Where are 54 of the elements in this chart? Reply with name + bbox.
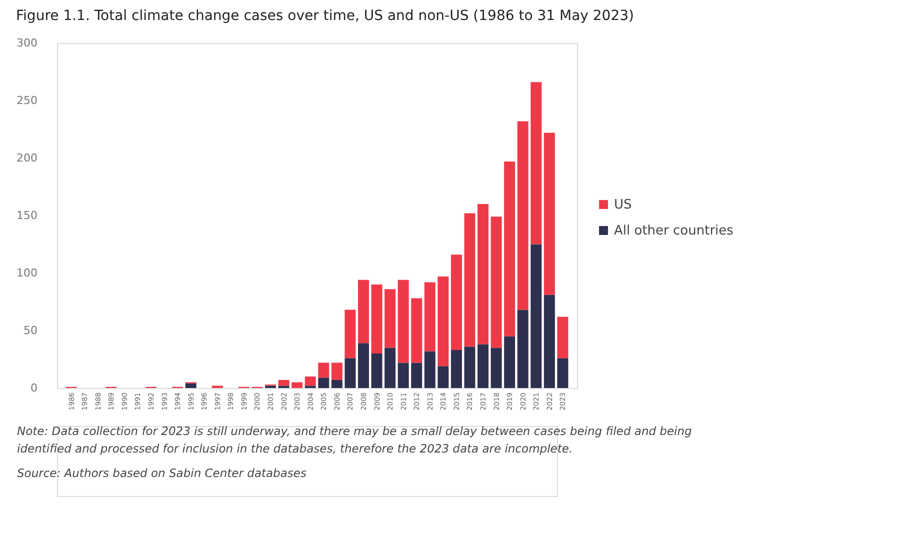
bar [358, 280, 369, 344]
bar [557, 358, 568, 388]
bar [490, 348, 502, 388]
bar [424, 282, 436, 352]
bar [438, 366, 449, 388]
bar [464, 213, 476, 347]
bar [398, 280, 409, 363]
bar [517, 310, 528, 388]
y-tick-label: 200 [16, 152, 38, 164]
y-tick-label: 150 [16, 209, 38, 222]
bar [557, 316, 568, 358]
bar [424, 351, 436, 388]
bar [358, 343, 369, 388]
bar [530, 244, 542, 388]
bar [464, 346, 476, 388]
bar [384, 289, 396, 348]
bar [278, 380, 290, 386]
bar [304, 376, 316, 386]
bar [517, 121, 528, 310]
y-tick-label: 0 [30, 382, 38, 394]
bar [504, 336, 516, 388]
bar [318, 362, 330, 378]
bar [544, 294, 555, 388]
bar [478, 344, 489, 388]
bar [450, 350, 462, 388]
bar [544, 132, 555, 295]
bar [530, 82, 542, 244]
bar [411, 362, 422, 388]
bar [384, 348, 396, 388]
bar [185, 383, 196, 388]
y-tick-label: 100 [16, 266, 38, 280]
y-tick-label: 50 [24, 324, 38, 337]
bar [438, 276, 449, 366]
legend-label: US [614, 198, 632, 212]
bar [344, 358, 356, 388]
bar [292, 382, 303, 388]
bar [490, 216, 502, 348]
bar [478, 204, 489, 344]
y-tick-label: 300 [16, 36, 38, 50]
source-note: Source: Authors based on Sabin Center databases [17, 466, 306, 480]
bar [344, 310, 356, 358]
bar [331, 380, 342, 388]
text: Note: Data collection for 2023 is still underway, and there may be a small delay between cases being filed and being identified and processed for inclusion in the databases, therefore the 2023 data are incomplete. [17, 424, 692, 456]
bar [504, 161, 516, 336]
bar [371, 284, 382, 354]
bar [450, 254, 462, 350]
bar [331, 362, 342, 380]
bar [318, 378, 330, 388]
y-tick-label: 250 [16, 94, 38, 107]
bar [371, 354, 382, 388]
legend-label: All other countries [614, 224, 734, 238]
chart-title: Figure 1.1. Total climate change cases over time, US and non-US (1986 to 31 May 2023) [16, 8, 634, 24]
bar [411, 298, 422, 363]
bar [398, 362, 409, 388]
